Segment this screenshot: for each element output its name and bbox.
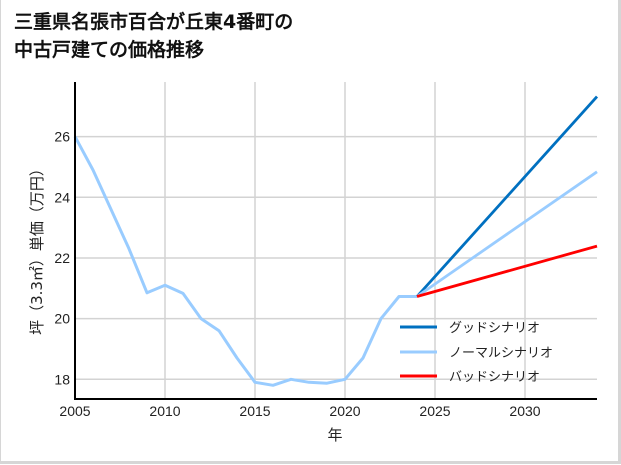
chart-title-line2: 中古戸建ての価格推移 xyxy=(14,39,205,61)
x-tick-label: 2015 xyxy=(239,403,270,419)
series-line-2 xyxy=(416,170,598,298)
series-line-1 xyxy=(415,95,599,298)
y-axis-label: 坪（3.3㎡）単価（万円） xyxy=(28,161,46,335)
x-tick-label: 2020 xyxy=(329,403,360,419)
x-tick-label: 2025 xyxy=(419,403,450,419)
series-line-3 xyxy=(416,244,598,298)
legend-label: ノーマルシナリオ xyxy=(449,346,553,361)
x-axis-label: 年 xyxy=(327,426,342,444)
y-tick-label: 18 xyxy=(54,371,70,387)
y-tick-label: 26 xyxy=(54,129,70,145)
x-tick-label: 2030 xyxy=(509,403,540,419)
x-tick-label: 2005 xyxy=(59,403,90,419)
y-tick-label: 20 xyxy=(54,311,70,327)
chart-title: 三重県名張市百合が丘東4番町の 中古戸建ての価格推移 xyxy=(14,8,293,64)
y-tick-label: 24 xyxy=(54,189,70,205)
y-tick-label: 22 xyxy=(54,250,70,266)
legend-label: バッドシナリオ xyxy=(449,370,540,385)
series-line-historical xyxy=(73,135,417,387)
x-tick-label: 2010 xyxy=(149,403,180,419)
legend-label: グッドシナリオ xyxy=(449,321,540,336)
chart-title-line1: 三重県名張市百合が丘東4番町の xyxy=(14,11,294,33)
